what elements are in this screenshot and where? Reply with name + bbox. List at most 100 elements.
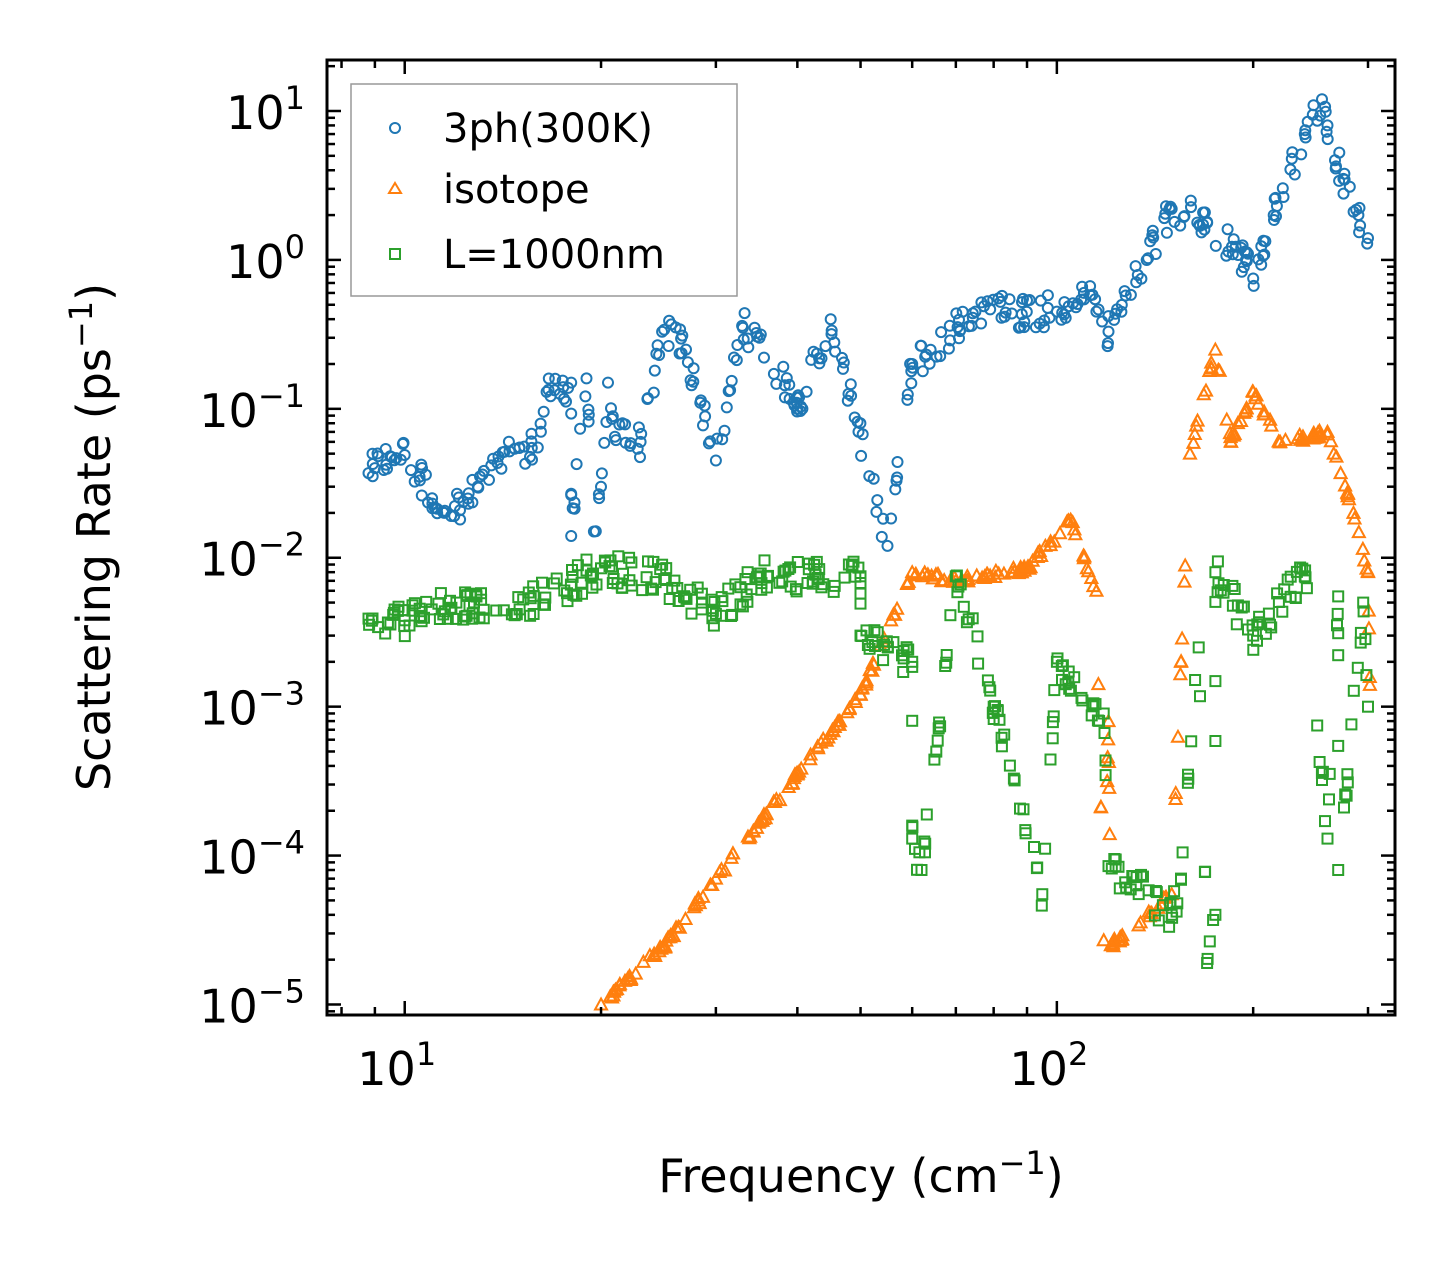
data-point-boundary [806, 577, 819, 590]
data-point-3ph [800, 385, 813, 398]
data-point-boundary [642, 555, 654, 568]
data-point-isotope [1332, 465, 1349, 480]
data-point-isotope [750, 814, 767, 829]
data-point-boundary [1075, 691, 1088, 704]
data-point-isotope [1355, 540, 1371, 555]
data-point-3ph [580, 372, 593, 385]
data-point-3ph [1018, 321, 1031, 334]
data-point-boundary [1044, 753, 1057, 766]
legend: 3ph(300K) isotope L=1000nm [350, 83, 738, 297]
data-point-3ph [730, 354, 743, 367]
data-point-boundary [668, 574, 681, 587]
data-point-3ph [631, 442, 644, 455]
data-point-3ph [525, 435, 538, 448]
data-point-3ph [602, 376, 614, 389]
data-point-boundary [672, 595, 685, 607]
y-tick-labels: 10−5 10−4 10−3 10−2 10−1 100 101 [199, 79, 305, 1033]
data-point-boundary [1332, 649, 1345, 662]
data-point-boundary [1262, 607, 1275, 620]
data-point-isotope [1256, 403, 1272, 418]
data-point-boundary [1251, 634, 1263, 647]
data-point-3ph [889, 483, 902, 496]
data-point-isotope [790, 765, 806, 780]
data-point-3ph [558, 392, 570, 405]
data-point-boundary [1203, 935, 1216, 948]
data-point-3ph [1178, 210, 1191, 223]
data-point-boundary [408, 597, 421, 610]
data-point-boundary [911, 863, 923, 876]
data-point-boundary [527, 608, 540, 620]
data-point-boundary [381, 616, 394, 629]
data-point-boundary [1119, 876, 1132, 889]
data-point-boundary [960, 616, 973, 629]
data-point-3ph [1361, 237, 1374, 250]
data-point-isotope [1052, 525, 1068, 540]
data-point-boundary [1359, 633, 1372, 646]
data-point-boundary [1341, 776, 1354, 789]
data-point-3ph [397, 436, 410, 449]
data-point-3ph [454, 504, 466, 517]
data-point-3ph [1160, 200, 1172, 213]
x-tick-labels: 101 102 [357, 1035, 1088, 1096]
data-point-isotope [1323, 433, 1339, 448]
data-point-3ph [794, 405, 807, 417]
data-point-boundary [1340, 789, 1353, 802]
data-point-3ph [1247, 272, 1260, 285]
data-point-3ph [1014, 321, 1027, 334]
data-point-boundary [1003, 759, 1016, 772]
data-point-boundary [645, 582, 658, 595]
data-point-3ph [881, 539, 894, 552]
data-point-isotope [1222, 429, 1239, 444]
y-tick-label: 10−3 [199, 675, 305, 736]
data-point-3ph [905, 377, 918, 390]
data-point-3ph [1089, 293, 1102, 306]
data-point-3ph [415, 489, 428, 502]
data-point-isotope [677, 910, 694, 926]
data-point-3ph [1288, 168, 1301, 181]
data-point-3ph [502, 435, 515, 448]
data-point-3ph [901, 388, 914, 401]
data-point-3ph [844, 378, 857, 391]
data-point-3ph [648, 364, 661, 377]
data-point-boundary [810, 555, 823, 568]
data-point-boundary [1207, 914, 1220, 926]
data-point-boundary [902, 643, 915, 656]
data-point-3ph [673, 347, 686, 360]
data-point-3ph [942, 342, 955, 355]
data-point-boundary [1109, 860, 1122, 873]
data-point-isotope [1090, 676, 1107, 691]
data-point-boundary [1212, 577, 1225, 590]
data-point-3ph [534, 425, 547, 438]
data-point-isotope [1233, 412, 1249, 427]
data-point-boundary [1019, 827, 1032, 840]
data-point-boundary [576, 587, 588, 600]
data-point-isotope [1079, 560, 1095, 575]
data-point-boundary [1176, 846, 1189, 859]
x-axis-label: Frequency (cm−1) [658, 1144, 1063, 1203]
data-point-boundary [944, 609, 957, 622]
data-point-isotope [1319, 423, 1336, 438]
data-point-3ph [492, 450, 505, 463]
data-point-boundary [995, 740, 1008, 753]
data-point-boundary [384, 618, 397, 631]
data-point-3ph [641, 393, 654, 405]
data-point-3ph [1321, 119, 1334, 132]
data-point-boundary [1351, 661, 1364, 674]
data-point-boundary [962, 613, 975, 626]
data-point-isotope [887, 606, 903, 621]
data-point-boundary [1332, 627, 1345, 640]
data-point-boundary [1311, 719, 1324, 732]
data-point-boundary [952, 580, 965, 593]
data-point-isotope [702, 876, 719, 891]
data-point-3ph [915, 339, 928, 352]
data-point-boundary [740, 588, 753, 601]
data-point-3ph [624, 437, 637, 450]
data-point-boundary [736, 600, 749, 613]
data-point-boundary [987, 713, 1000, 725]
y-tick-label: 10−4 [199, 824, 305, 885]
data-point-boundary [1175, 873, 1187, 886]
data-point-3ph [647, 386, 660, 399]
data-point-isotope [1360, 563, 1376, 578]
data-point-isotope [1203, 359, 1219, 374]
data-point-boundary [418, 611, 430, 624]
